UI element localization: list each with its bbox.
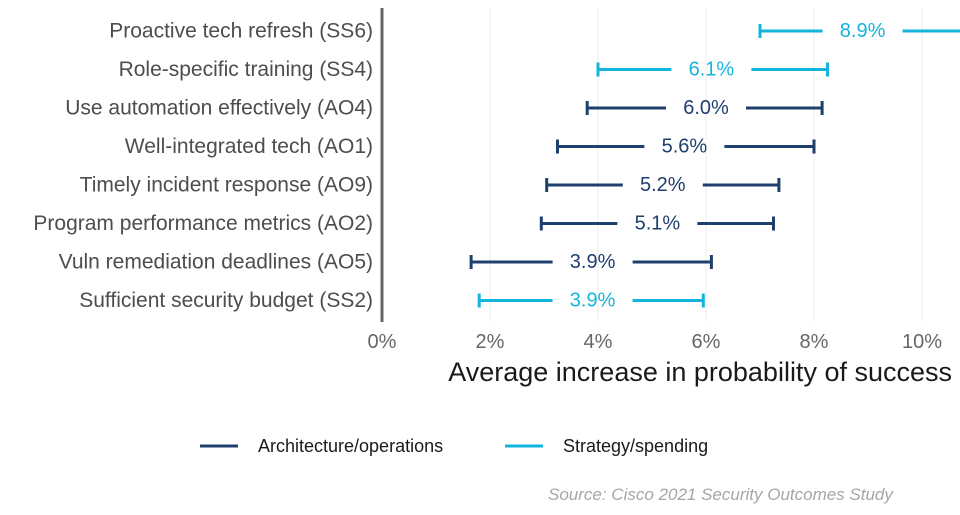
category-label: Sufficient security budget (SS2) xyxy=(79,289,373,312)
grid-lines xyxy=(489,8,923,322)
category-label: Program performance metrics (AO2) xyxy=(33,212,373,235)
value-label: 3.9% xyxy=(570,290,616,312)
value-label: 5.2% xyxy=(640,174,686,196)
value-label: 6.1% xyxy=(689,59,735,81)
value-label: 5.6% xyxy=(662,136,708,158)
x-tick-label: 2% xyxy=(476,331,505,353)
value-label: 5.1% xyxy=(635,213,681,235)
x-axis-title: Average increase in probability of succe… xyxy=(448,357,952,387)
legend: Architecture/operations Strategy/spending xyxy=(200,436,708,456)
source-note: Source: Cisco 2021 Security Outcomes Stu… xyxy=(548,485,894,504)
legend-item: Strategy/spending xyxy=(505,436,708,456)
category-label: Proactive tech refresh (SS6) xyxy=(109,20,373,43)
error-bars: 8.9% 6.1% 6.0% 5.6% 5.2% 5.1% 3.9% 3.9% xyxy=(469,20,960,312)
error-bar: 3.9% xyxy=(469,251,713,273)
error-bar: 3.9% xyxy=(477,290,705,312)
category-label: Role-specific training (SS4) xyxy=(119,58,373,81)
error-bar: 6.0% xyxy=(585,97,824,119)
value-label: 8.9% xyxy=(840,20,886,42)
x-tick-label: 4% xyxy=(584,331,613,353)
category-label: Well-integrated tech (AO1) xyxy=(125,135,373,158)
error-bar: 8.9% xyxy=(758,20,960,42)
legend-label: Strategy/spending xyxy=(563,436,708,456)
error-bar: 6.1% xyxy=(596,59,829,81)
legend-label: Architecture/operations xyxy=(258,436,443,456)
category-label: Use automation effectively (AO4) xyxy=(65,97,373,120)
x-tick-labels: 0% 2% 4% 6% 8% 10% xyxy=(368,331,943,353)
error-bar: 5.1% xyxy=(539,213,775,235)
value-label: 3.9% xyxy=(570,251,616,273)
error-bar: 5.2% xyxy=(545,174,781,196)
legend-item: Architecture/operations xyxy=(200,436,443,456)
category-labels: Proactive tech refresh (SS6) Role-specifi… xyxy=(33,20,373,313)
error-bar: 5.6% xyxy=(556,136,816,158)
x-tick-label: 8% xyxy=(800,331,829,353)
category-label: Timely incident response (AO9) xyxy=(80,174,373,197)
category-label: Vuln remediation deadlines (AO5) xyxy=(59,251,373,274)
x-tick-label: 10% xyxy=(902,331,942,353)
value-label: 6.0% xyxy=(683,97,729,119)
x-tick-label: 0% xyxy=(368,331,397,353)
x-tick-label: 6% xyxy=(692,331,721,353)
